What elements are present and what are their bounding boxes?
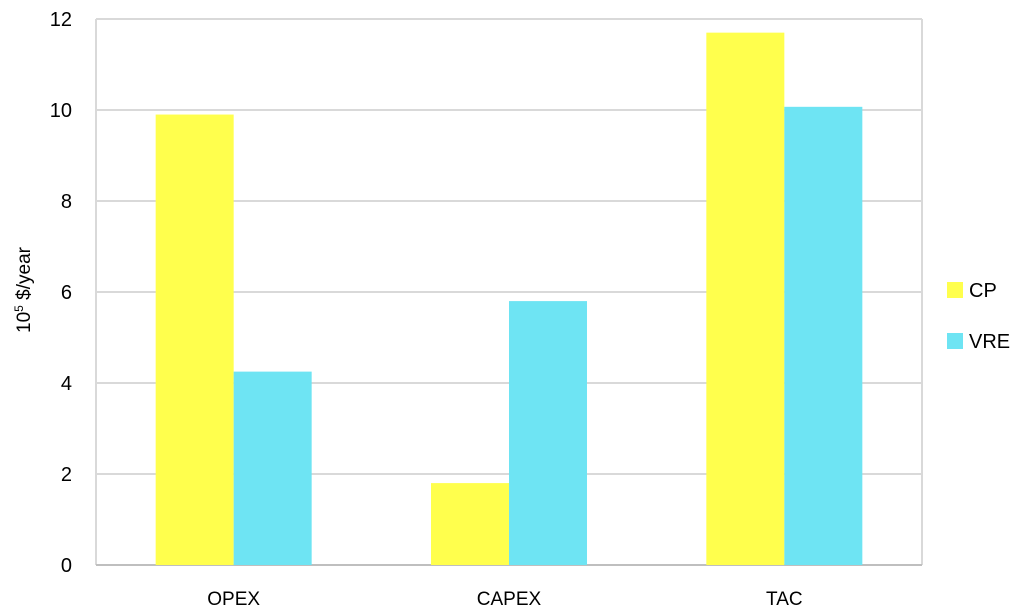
bar-vre-capex (509, 301, 587, 565)
y-tick-label: 6 (61, 282, 72, 304)
legend-swatch-vre (947, 333, 963, 349)
x-category-label: CAPEX (477, 589, 542, 610)
x-category-label: OPEX (207, 589, 260, 610)
y-tick-label: 10 (50, 100, 72, 122)
legend-label-vre: VRE (969, 331, 1010, 353)
bar-cp-capex (431, 483, 509, 565)
bar-cp-tac (706, 32, 785, 565)
y-tick-label: 12 (50, 9, 72, 31)
x-category-label: TAC (766, 589, 803, 610)
y-tick-label: 2 (61, 464, 72, 486)
bar-vre-opex (233, 371, 312, 565)
bar-vre-tac (784, 106, 863, 565)
bar-cp-opex (155, 114, 234, 566)
y-tick-label: 4 (61, 373, 72, 395)
bars (155, 32, 863, 566)
y-axis-title: 105 $/year (12, 246, 35, 333)
legend: CP VRE (947, 280, 1010, 353)
legend-swatch-cp (947, 282, 963, 298)
y-tick-label: 8 (61, 191, 72, 213)
y-tick-label: 0 (61, 555, 72, 577)
y-axis-ticks: 0 2 4 6 8 10 12 (50, 9, 72, 577)
legend-label-cp: CP (969, 280, 997, 302)
x-axis-categories: OPEX CAPEX TAC (207, 589, 802, 610)
